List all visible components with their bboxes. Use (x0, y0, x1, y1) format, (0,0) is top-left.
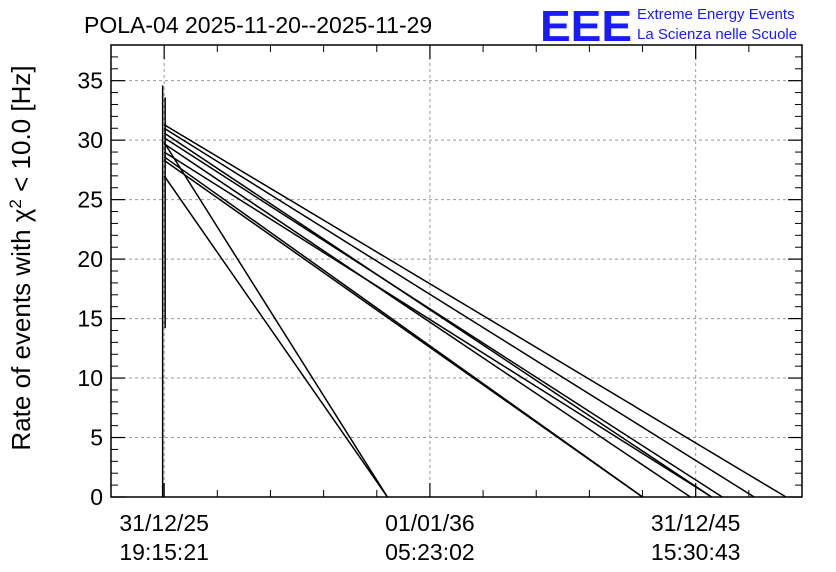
data-series (161, 85, 787, 498)
series-line-8 (163, 159, 643, 498)
x-tick-labels: 31/12/25 19:15:21 01/01/36 05:23:02 31/12/45… (119, 510, 740, 565)
y-tick-label: 5 (90, 425, 103, 451)
y-tick-label: 15 (77, 306, 103, 332)
series-line-10 (163, 175, 389, 498)
y-axis-label-sup: 2 (6, 199, 25, 208)
y-tick-label: 10 (77, 365, 103, 391)
y-tick-labels: 0 5 10 15 20 25 30 35 (77, 68, 103, 510)
series-line-2 (163, 127, 755, 498)
x-tick-label-time: 15:30:43 (651, 539, 741, 565)
y-axis-label-suffix: < 10.0 [Hz] (6, 65, 36, 199)
series-line-9 (163, 142, 389, 498)
series-line-1 (163, 124, 787, 498)
eee-logo: EEE Extreme Energy Events La Scienza nel… (540, 2, 797, 51)
y-tick-label: 0 (90, 484, 103, 510)
y-tick-label: 30 (77, 127, 103, 153)
x-tick-label-date: 31/12/45 (651, 510, 741, 536)
x-tick-label-time: 05:23:02 (385, 539, 475, 565)
series-line-4 (163, 137, 723, 498)
x-tick-label-date: 01/01/36 (385, 510, 475, 536)
logo-mark: EEE (540, 2, 632, 51)
x-tick-label-date: 31/12/25 (119, 510, 209, 536)
logo-line-2: La Scienza nelle Scuole (637, 26, 797, 43)
plot-frame (110, 44, 803, 498)
y-tick-label: 25 (77, 187, 103, 213)
y-tick-label: 20 (77, 246, 103, 272)
y-axis-label: Rate of events with χ2 < 10.0 [Hz] (6, 65, 37, 450)
series-line-3 (163, 132, 713, 498)
x-tick-label-time: 19:15:21 (119, 539, 209, 565)
chart-title: POLA-04 2025-11-20--2025-11-29 (84, 12, 432, 38)
series-line-7 (163, 151, 713, 498)
grid-lines (111, 45, 802, 497)
series-line-5 (163, 143, 691, 498)
axis-ticks (110, 44, 803, 498)
y-tick-label: 35 (77, 68, 103, 94)
y-axis-label-prefix: Rate of events with χ (6, 208, 36, 450)
logo-line-1: Extreme Energy Events (637, 6, 795, 23)
